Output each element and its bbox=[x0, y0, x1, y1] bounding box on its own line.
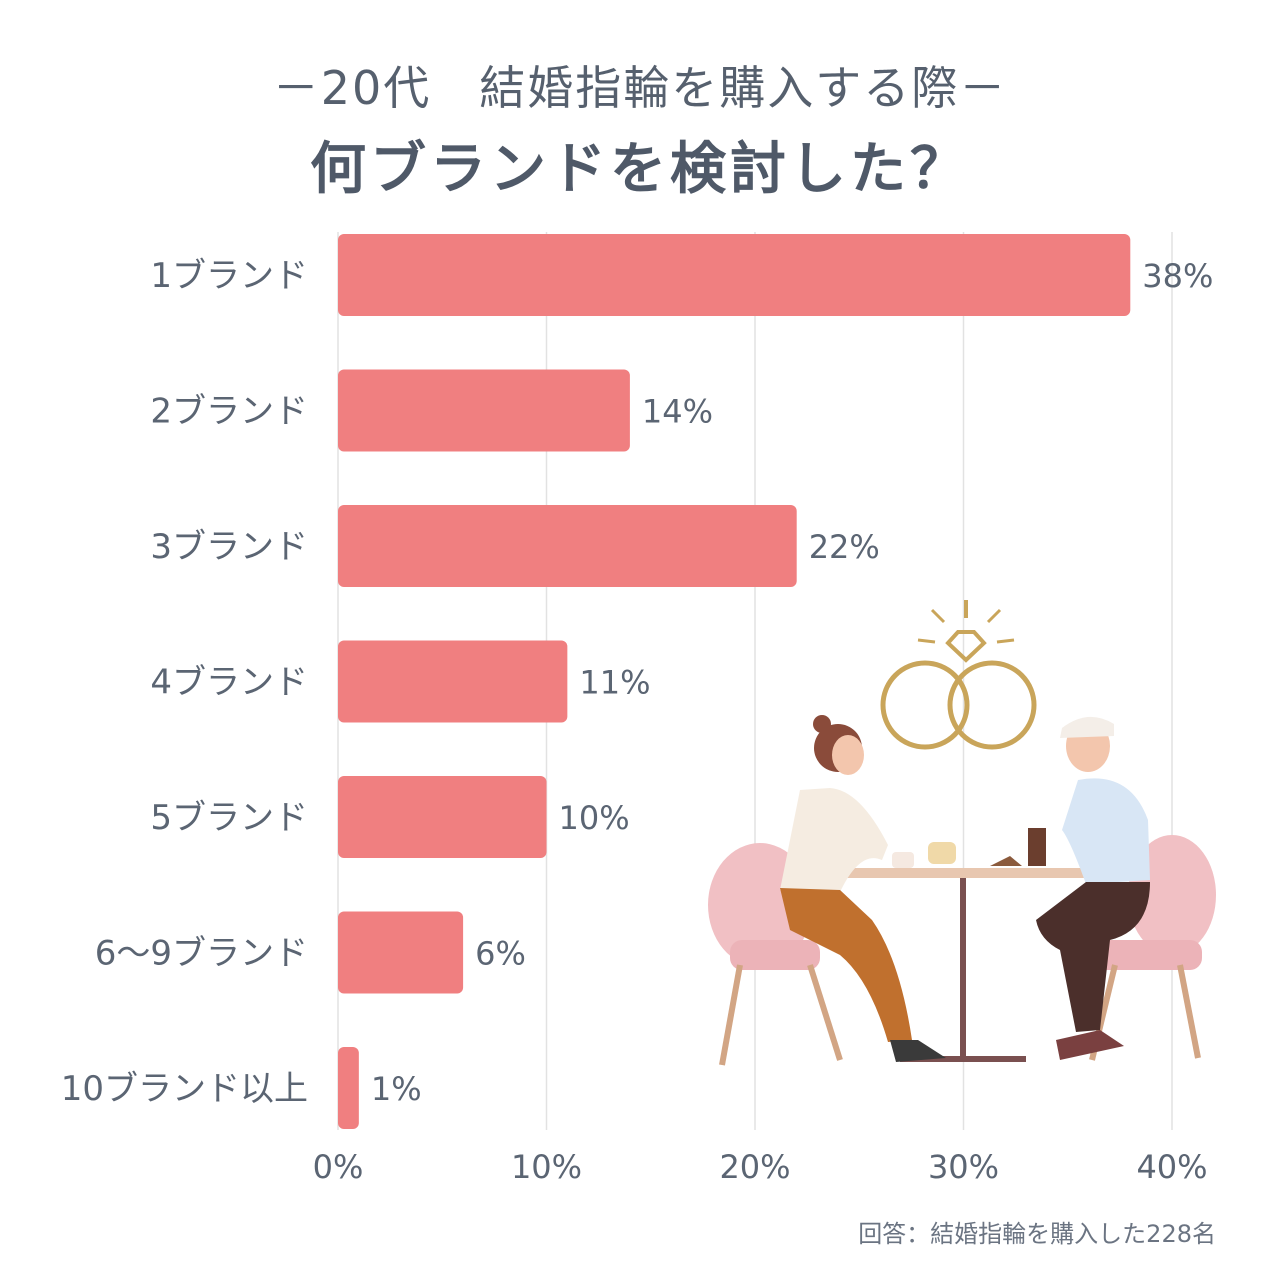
value-label: 38% bbox=[1142, 257, 1213, 295]
cafe-table bbox=[840, 828, 1090, 1062]
category-label: 2ブランド bbox=[150, 392, 308, 432]
labels: 0% 10% 20% 30% 40% 1ブランド 38% 2ブランド 14% 3ブランド 22% 4ブ… bbox=[61, 256, 1214, 1186]
value-label: 6% bbox=[475, 935, 526, 973]
category-label: 5ブランド bbox=[150, 798, 308, 838]
category-label: 4ブランド bbox=[150, 663, 308, 703]
category-label: 6～9ブランド bbox=[95, 934, 308, 974]
x-tick-label: 0% bbox=[313, 1148, 364, 1186]
x-tick-label: 30% bbox=[928, 1148, 999, 1186]
category-label: 3ブランド bbox=[150, 527, 308, 567]
bar bbox=[338, 911, 464, 994]
x-tick-label: 20% bbox=[719, 1148, 790, 1186]
value-label: 11% bbox=[579, 664, 650, 702]
category-label: 10ブランド以上 bbox=[61, 1069, 308, 1109]
value-label: 10% bbox=[559, 799, 630, 837]
right-chair bbox=[1089, 835, 1216, 1061]
couple-at-cafe-with-rings-illustration bbox=[708, 600, 1216, 1066]
bar bbox=[338, 776, 547, 858]
value-label: 1% bbox=[371, 1070, 422, 1108]
bar bbox=[338, 640, 568, 723]
man-figure bbox=[1036, 716, 1150, 1060]
value-label: 22% bbox=[809, 528, 880, 566]
wedding-rings-icon bbox=[880, 600, 1037, 750]
value-label: 14% bbox=[642, 393, 713, 431]
bars bbox=[338, 234, 1131, 1129]
bar bbox=[338, 369, 630, 452]
chart-subtitle: 何ブランドを検討した？ bbox=[310, 137, 970, 202]
category-label: 1ブランド bbox=[150, 256, 308, 296]
bar bbox=[338, 1047, 359, 1129]
x-tick-label: 10% bbox=[511, 1148, 582, 1186]
woman-figure bbox=[780, 715, 946, 1062]
chart-title: －20代 結婚指輪を購入する際－ bbox=[272, 61, 1008, 115]
footnote: 回答：結婚指輪を購入した228名 bbox=[858, 1220, 1216, 1248]
bar bbox=[338, 505, 797, 587]
bar bbox=[338, 234, 1131, 316]
x-tick-label: 40% bbox=[1136, 1148, 1207, 1186]
